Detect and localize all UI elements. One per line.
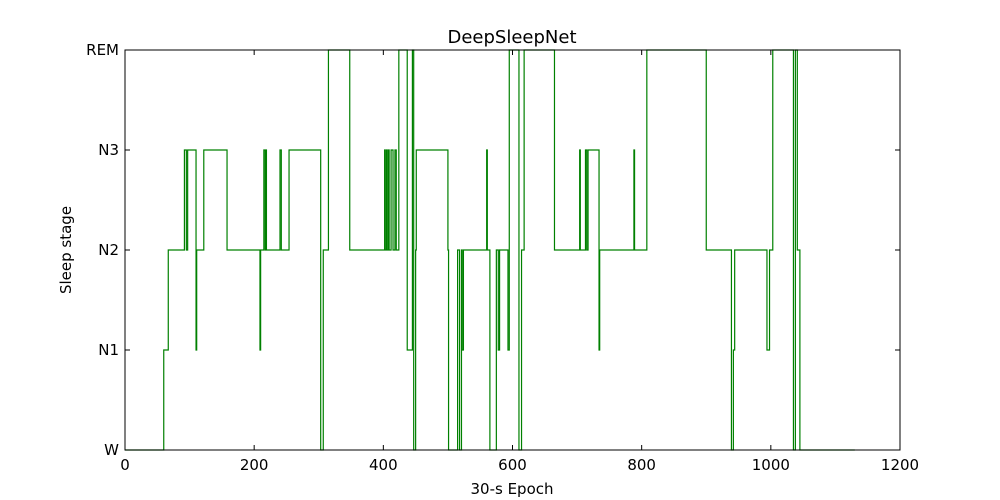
y-tick-label: N1 [98,341,119,359]
y-tick-label: W [104,441,119,459]
x-tick-label: 1200 [881,456,919,474]
y-tick-label: REM [86,41,119,59]
y-axis-label: Sleep stage [57,206,75,294]
x-tick-label: 0 [120,456,130,474]
x-axis-ticks: 0 200 400 600 800 1000 1200 [120,50,919,474]
x-tick-label: 800 [627,456,656,474]
x-tick-label: 1000 [752,456,790,474]
x-tick-label: 600 [498,456,527,474]
x-tick-label: 400 [369,456,398,474]
y-tick-label: N2 [98,241,119,259]
y-axis-ticks: W N1 N2 N3 REM [86,41,900,459]
chart-title: DeepSleepNet [447,27,576,48]
y-tick-label: N3 [98,141,119,159]
x-axis-label: 30-s Epoch [470,480,553,498]
x-tick-label: 200 [240,456,269,474]
